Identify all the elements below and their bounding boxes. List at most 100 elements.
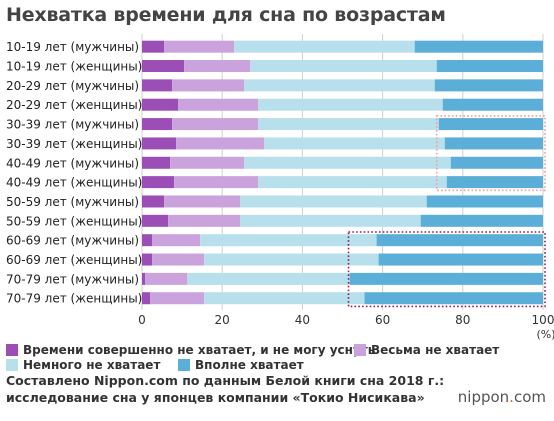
legend-swatch-4 [178,359,190,371]
legend-swatch-2 [354,344,366,356]
bar-5-3 [444,137,543,150]
logo-right: com [513,388,546,406]
chart-title: Нехватка времени для сна по возрастам [6,4,446,26]
bar-1-0 [142,60,185,73]
bar-8-3 [426,195,543,208]
bar-10-2 [200,234,377,247]
bar-7-0 [142,176,175,189]
bar-4-3 [438,118,543,131]
category-label-0: 10-19 лет (мужчины) [6,40,139,54]
category-label-13: 70-79 лет (женщины) [6,292,142,306]
bar-10-1 [152,234,201,247]
bar-4-0 [142,118,173,131]
category-label-4: 30-39 лет (мужчины) [6,118,139,132]
legend-item-4: Вполне хватает [178,358,304,372]
bar-4-1 [172,118,259,131]
category-label-12: 70-79 лет (мужчины) [6,272,139,286]
bar-2-1 [172,79,245,92]
bar-1-3 [436,60,543,73]
bar-9-1 [168,214,241,227]
legend-swatch-1 [6,344,18,356]
category-label-2: 20-29 лет (мужчины) [6,79,139,93]
bar-10-3 [376,234,543,247]
logo-left: nippon [457,388,510,406]
bar-1-2 [250,60,437,73]
category-label-1: 10-19 лет (женщины) [6,60,142,74]
bar-6-0 [142,156,171,169]
bar-5-0 [142,137,177,150]
category-label-3: 20-29 лет (женщины) [6,98,142,112]
bar-11-1 [152,253,205,266]
legend-label-1: Времени совершенно не хватает, и не могу… [23,343,376,357]
bar-9-3 [420,214,543,227]
category-label-11: 60-69 лет (женщины) [6,253,142,267]
bar-12-1 [145,272,188,285]
bar-11-3 [378,253,543,266]
bar-11-0 [142,253,153,266]
category-label-8: 50-59 лет (мужчины) [6,195,139,209]
category-label-6: 40-49 лет (мужчины) [6,156,139,170]
x-unit-label: (%) [536,328,554,341]
bar-4-2 [258,118,439,131]
bar-0-0 [142,40,165,53]
bar-8-2 [240,195,427,208]
bar-13-0 [142,292,151,305]
category-label-9: 50-59 лет (женщины) [6,214,142,228]
bar-3-1 [178,98,259,111]
bar-7-2 [258,176,447,189]
bar-6-2 [244,156,451,169]
bar-2-0 [142,79,173,92]
bar-6-1 [170,156,245,169]
nippon-logo: nippon.com [458,388,546,406]
bar-9-0 [142,214,169,227]
bar-5-2 [264,137,445,150]
legend-item-2: Весьма не хватает [354,343,499,357]
bar-9-2 [240,214,421,227]
bar-12-2 [187,272,350,285]
bar-1-1 [184,60,251,73]
x-tick-label-0: 0 [138,313,146,327]
x-tick-label-1: 20 [215,313,230,327]
legend-label-2: Весьма не хватает [371,343,500,357]
bar-3-3 [442,98,543,111]
bar-2-2 [244,79,435,92]
legend-item-3: Немного не хватает [6,358,160,372]
x-tick-label-5: 100 [532,313,554,327]
source-note: Составлено Nippon.com по данным Белой кн… [6,372,444,406]
legend-label-3: Немного не хватает [23,358,161,372]
category-label-7: 40-49 лет (женщины) [6,176,142,190]
bar-12-3 [349,272,543,285]
category-label-10: 60-69 лет (мужчины) [6,234,139,248]
bar-0-3 [414,40,543,53]
source-line-2: исследование сна у японцев компании «Ток… [6,390,425,405]
x-tick-label-4: 80 [455,313,470,327]
bar-3-2 [258,98,443,111]
bar-7-1 [174,176,259,189]
bar-11-2 [204,253,379,266]
bar-8-0 [142,195,165,208]
category-label-5: 30-39 лет (женщины) [6,137,142,151]
bar-13-3 [364,292,543,305]
logo-dot: . [509,388,514,406]
x-tick-label-2: 40 [295,313,310,327]
bar-6-3 [450,156,543,169]
bar-13-2 [204,292,365,305]
bar-13-1 [150,292,205,305]
bar-2-3 [434,79,543,92]
bar-8-1 [164,195,241,208]
legend-label-4: Вполне хватает [195,358,304,372]
bar-0-2 [234,40,415,53]
highlight-box-1 [347,231,546,308]
x-tick-label-3: 60 [375,313,390,327]
legend-swatch-3 [6,359,18,371]
bar-10-0 [142,234,153,247]
bar-0-1 [164,40,235,53]
bar-3-0 [142,98,179,111]
legend-item-1: Времени совершенно не хватает, и не могу… [6,343,375,357]
highlight-box-0 [435,115,546,192]
bar-12-0 [142,272,146,285]
bar-5-1 [176,137,265,150]
source-line-1: Составлено Nippon.com по данным Белой кн… [6,373,445,388]
bar-7-3 [446,176,543,189]
